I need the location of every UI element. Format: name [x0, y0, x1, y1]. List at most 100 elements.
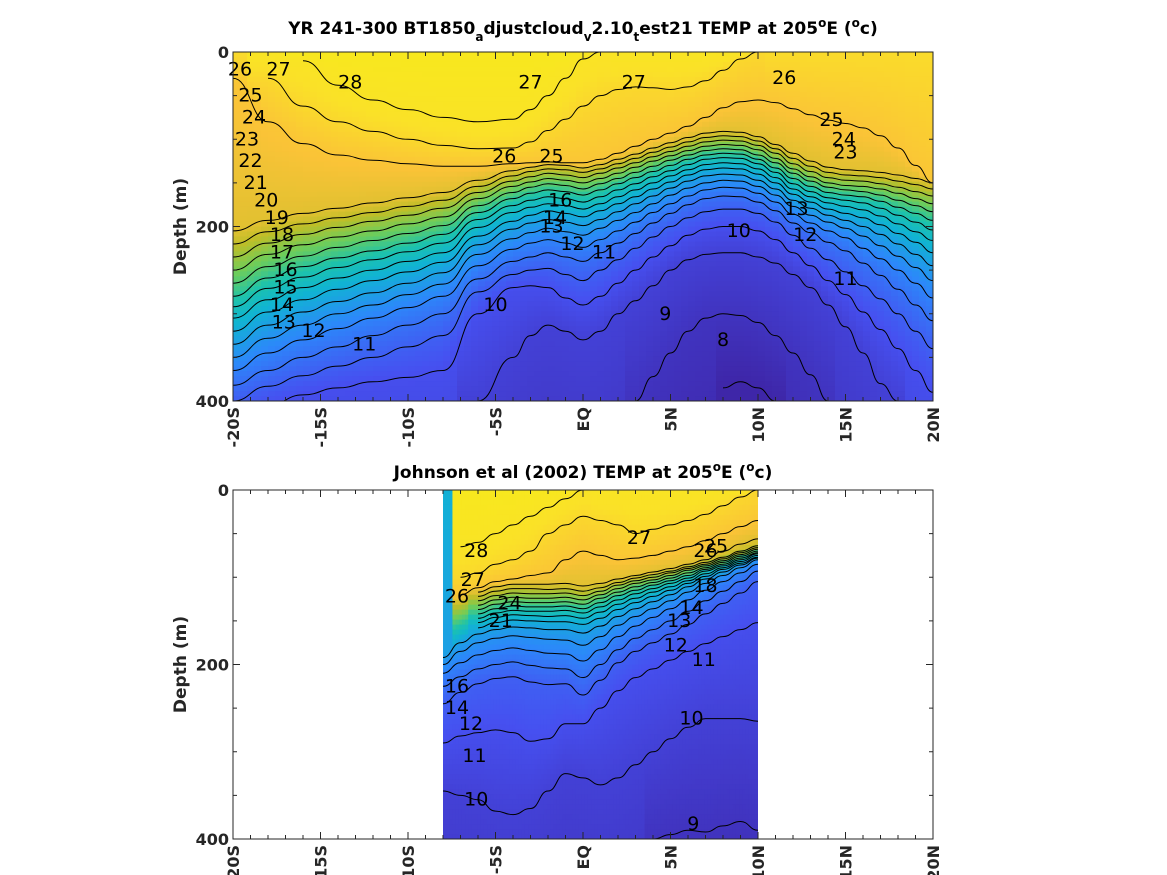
field-cell: [261, 226, 269, 233]
field-cell: [457, 191, 465, 198]
field-cell: [240, 266, 248, 272]
field-cell: [387, 166, 395, 173]
field-cell: [254, 106, 262, 113]
field-cell: [695, 396, 703, 401]
field-cell: [303, 101, 311, 108]
field-cell: [646, 286, 654, 292]
field-cell: [415, 96, 423, 103]
field-cell: [611, 176, 619, 183]
field-cell: [380, 211, 388, 218]
field-cell: [499, 171, 507, 178]
field-cell: [282, 281, 290, 287]
field-cell: [261, 351, 269, 357]
field-cell: [457, 86, 465, 93]
title-part: t: [633, 30, 639, 44]
field-cell: [667, 66, 675, 73]
field-cell: [618, 226, 626, 233]
field-cell: [296, 256, 304, 262]
field-cell: [555, 266, 563, 272]
field-cell: [317, 166, 325, 173]
field-cell: [478, 391, 486, 397]
field-cell: [289, 256, 297, 262]
field-cell: [464, 56, 472, 63]
field-cell: [716, 351, 724, 357]
field-cell: [247, 381, 255, 387]
field-cell: [317, 271, 325, 277]
field-cell: [366, 256, 374, 262]
field-cell: [485, 126, 493, 133]
field-cell: [667, 341, 675, 347]
field-cell: [590, 61, 598, 68]
field-cell: [247, 201, 255, 208]
field-cell: [625, 236, 633, 243]
field-cell: [597, 301, 605, 307]
field-cell: [611, 231, 619, 238]
field-cell: [324, 396, 332, 401]
field-cell: [275, 231, 283, 238]
field-cell: [723, 276, 731, 282]
field-cell: [261, 381, 269, 387]
field-cell: [310, 206, 318, 213]
field-cell: [513, 196, 521, 203]
field-cell: [310, 166, 318, 173]
field-cell: [492, 381, 500, 387]
field-cell: [436, 211, 444, 218]
field-cell: [261, 311, 269, 317]
field-cell: [450, 86, 458, 93]
field-cell: [366, 111, 374, 118]
field-cell: [429, 121, 437, 128]
field-cell: [653, 221, 661, 228]
field-cell: [254, 226, 262, 233]
field-cell: [296, 186, 304, 193]
field-cell: [254, 141, 262, 148]
field-cell: [457, 221, 465, 228]
field-cell: [268, 271, 276, 277]
field-cell: [450, 61, 458, 68]
field-cell: [317, 236, 325, 243]
field-cell: [457, 381, 465, 387]
field-cell: [520, 66, 528, 73]
field-cell: [695, 126, 703, 133]
field-cell: [296, 251, 304, 258]
field-cell: [492, 301, 500, 307]
field-cell: [317, 81, 325, 88]
field-cell: [233, 141, 241, 148]
field-cell: [303, 166, 311, 173]
field-cell: [562, 111, 570, 118]
field-cell: [492, 311, 500, 317]
field-cell: [618, 326, 626, 332]
field-cell: [352, 196, 360, 203]
field-cell: [443, 271, 451, 277]
field-cell: [387, 121, 395, 128]
field-cell: [296, 111, 304, 118]
field-cell: [268, 136, 276, 143]
field-cell: [576, 151, 584, 158]
field-cell: [457, 81, 465, 88]
field-cell: [338, 346, 346, 352]
field-cell: [464, 111, 472, 118]
field-cell: [639, 181, 647, 188]
field-cell: [590, 281, 598, 287]
field-cell: [534, 126, 542, 133]
field-cell: [569, 351, 577, 357]
field-cell: [436, 206, 444, 213]
field-cell: [429, 281, 437, 287]
field-cell: [415, 56, 423, 63]
field-cell: [576, 341, 584, 347]
field-cell: [338, 316, 346, 322]
field-cell: [709, 266, 717, 272]
field-cell: [702, 141, 710, 148]
field-cell: [317, 361, 325, 367]
field-cell: [443, 161, 451, 168]
field-cell: [275, 266, 283, 272]
field-cell: [268, 81, 276, 88]
field-cell: [506, 191, 514, 198]
field-cell: [653, 261, 661, 267]
field-cell: [674, 56, 682, 63]
field-cell: [296, 306, 304, 312]
field-cell: [653, 126, 661, 133]
field-cell: [233, 52, 241, 58]
field-cell: [604, 201, 612, 208]
field-cell: [380, 371, 388, 377]
field-cell: [240, 136, 248, 143]
